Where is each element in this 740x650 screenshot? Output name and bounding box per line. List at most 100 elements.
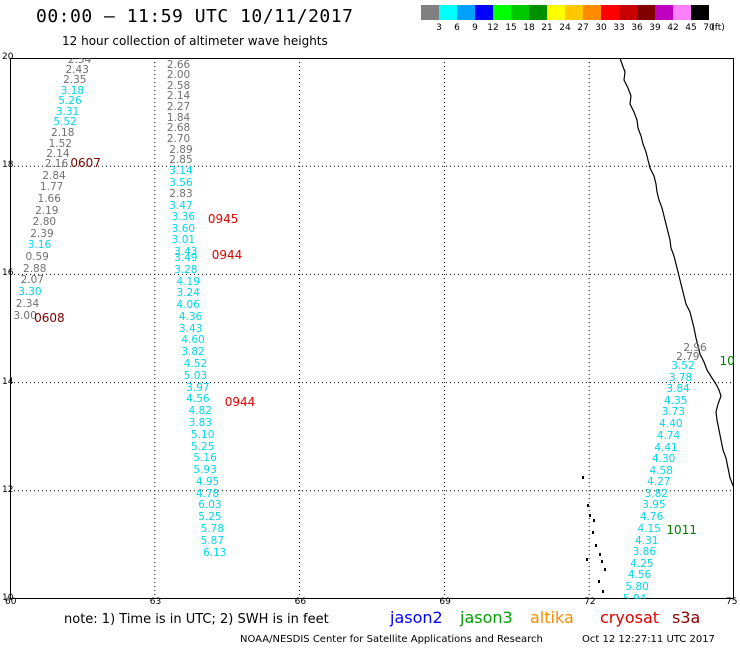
wave-height-value: 4.25 <box>630 557 654 570</box>
wave-height-value: 3.14 <box>169 164 193 177</box>
pass-time-label: 0944 <box>211 247 243 262</box>
wave-height-value: 2.07 <box>20 274 44 287</box>
pass-time-label: 0945 <box>207 212 239 227</box>
wave-height-value: 2.39 <box>30 227 54 240</box>
wave-height-value: 2.58 <box>166 80 191 93</box>
wave-height-value: 5.87 <box>200 534 225 547</box>
legend-swatch <box>565 5 583 20</box>
wave-height-value: 4.74 <box>656 429 681 442</box>
wave-height-value: 4.52 <box>183 358 208 371</box>
timestamp-text: Oct 12 12:27:11 UTC 2017 <box>582 634 715 645</box>
legend-swatch <box>529 5 547 20</box>
lat-tick-label: 18 <box>2 160 14 171</box>
pass-time-label: 1011 <box>666 522 697 537</box>
wave-height-value: 3.82 <box>644 488 669 501</box>
satellite-name: jason3 <box>460 608 513 627</box>
wave-height-value: 3.28 <box>174 264 198 277</box>
wave-height-value: 3.16 <box>27 239 52 252</box>
island-mark <box>599 553 601 556</box>
legend-label: 30 <box>595 23 607 33</box>
island-mark <box>598 580 600 583</box>
wave-height-value: 3.43 <box>178 323 203 336</box>
lon-tick-label: 66 <box>294 597 307 607</box>
wave-height-value: 5.03 <box>183 370 208 383</box>
wave-height-value: 5.80 <box>625 581 649 594</box>
wave-height-value: 4.76 <box>639 511 664 524</box>
legend-label: 33 <box>613 23 625 33</box>
island-mark <box>602 590 604 593</box>
pass-time-label: 10 <box>719 353 734 368</box>
island-mark <box>604 568 606 571</box>
legend-label: 21 <box>541 23 553 33</box>
legend-swatch <box>637 5 655 20</box>
wave-height-value: 4.06 <box>176 299 200 312</box>
wave-height-value: 5.52 <box>53 116 77 129</box>
pass-time-label: 0944 <box>224 394 256 409</box>
wave-height-value: 2.68 <box>166 122 191 135</box>
wave-height-value: 4.36 <box>178 311 203 324</box>
legend-label: 45 <box>685 23 697 33</box>
lat-tick-label: 20 <box>2 52 14 62</box>
legend-label: 12 <box>487 23 499 33</box>
wave-height-value: 6.13 <box>203 546 227 559</box>
wave-height-value: 3.47 <box>169 199 193 212</box>
wave-height-value: 4.40 <box>659 418 683 431</box>
island-mark <box>601 560 603 563</box>
satellite-name: cryosat <box>600 608 660 627</box>
legend-label: 42 <box>667 23 679 33</box>
wave-height-value: 4.58 <box>649 464 673 477</box>
island-mark <box>582 476 584 479</box>
wave-height-value: 3.31 <box>55 105 80 118</box>
wave-height-value: 4.82 <box>188 405 212 418</box>
wave-height-value: 5.78 <box>200 522 225 535</box>
island-mark <box>593 519 595 522</box>
wave-height-value: 2.84 <box>42 170 66 183</box>
legend-label: 70 <box>703 23 715 33</box>
page-title: 00:00 – 11:59 UTC 10/11/2017 <box>36 6 354 27</box>
legend-swatch <box>673 5 691 20</box>
wave-height-value: 3.56 <box>169 176 193 189</box>
wave-height-value: 2.66 <box>166 59 191 72</box>
legend-label: 27 <box>577 23 589 33</box>
lon-tick-label: 69 <box>439 597 451 607</box>
legend-label: 39 <box>649 23 661 33</box>
wave-height-value: 3.52 <box>671 360 695 373</box>
wave-height-value: 3.95 <box>642 499 666 512</box>
legend-swatch <box>601 5 619 20</box>
legend-swatch <box>619 5 637 20</box>
wave-height-value: 2.80 <box>32 216 57 228</box>
wave-height-value: 4.31 <box>635 534 659 547</box>
legend-swatch <box>475 5 493 20</box>
legend-swatch <box>583 5 601 20</box>
wave-height-value: 3.82 <box>181 346 205 359</box>
wave-height-value: 5.25 <box>198 511 222 524</box>
wave-height-value: 4.56 <box>627 569 652 582</box>
footer-note: note: 1) Time is in UTC; 2) SWH is in fe… <box>64 612 329 627</box>
legend-unit: (ft) <box>711 23 725 33</box>
wave-height-value: 3.01 <box>171 234 196 247</box>
wave-height-value: 3.30 <box>18 285 42 298</box>
wave-height-value: 3.84 <box>666 383 690 396</box>
wave-height-value: 3.36 <box>171 211 196 224</box>
wave-height-value: 4.27 <box>647 476 671 489</box>
wave-height-value: 3.00 <box>13 309 37 322</box>
lon-tick-label: 75 <box>726 597 738 607</box>
wave-height-value: 2.70 <box>166 132 191 145</box>
island-mark <box>586 558 588 561</box>
satellite-name: s3a <box>672 608 701 627</box>
wave-height-value: 3.83 <box>188 417 212 430</box>
wave-height-value: 2.79 <box>676 350 700 363</box>
legend-swatch <box>547 5 565 20</box>
legend-label: 9 <box>472 23 478 33</box>
wave-height-value: 4.35 <box>664 395 688 408</box>
legend-label: 6 <box>454 23 460 33</box>
map-plot: 2.54 2.43 2.35 3.18 5.26 3.31 5.52 2.18 1.52 2.14… <box>10 58 734 599</box>
wave-height-value: 5.93 <box>193 464 217 477</box>
wave-height-value: 5.10 <box>191 428 215 441</box>
credit-text: NOAA/NESDIS Center for Satellite Applica… <box>240 634 543 645</box>
wave-height-value: 6.03 <box>198 499 222 512</box>
wave-height-value: 4.60 <box>181 334 205 347</box>
wave-height-value: 2.19 <box>35 204 59 217</box>
page-subtitle: 12 hour collection of altimeter wave hei… <box>62 34 328 48</box>
wave-height-value: 3.97 <box>186 381 210 394</box>
